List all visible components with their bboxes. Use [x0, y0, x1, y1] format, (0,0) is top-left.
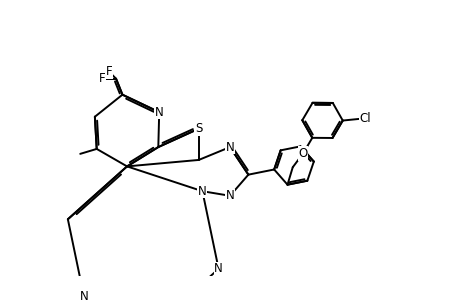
Text: N: N	[214, 262, 223, 275]
Text: N: N	[225, 141, 234, 154]
Text: O: O	[298, 147, 307, 160]
Text: N: N	[155, 106, 163, 118]
Text: N: N	[79, 290, 88, 300]
Text: N: N	[198, 185, 207, 198]
Text: Cl: Cl	[359, 112, 371, 125]
Text: F: F	[106, 65, 112, 78]
Text: S: S	[195, 122, 202, 135]
Text: F: F	[98, 72, 105, 85]
Text: N: N	[225, 189, 234, 202]
